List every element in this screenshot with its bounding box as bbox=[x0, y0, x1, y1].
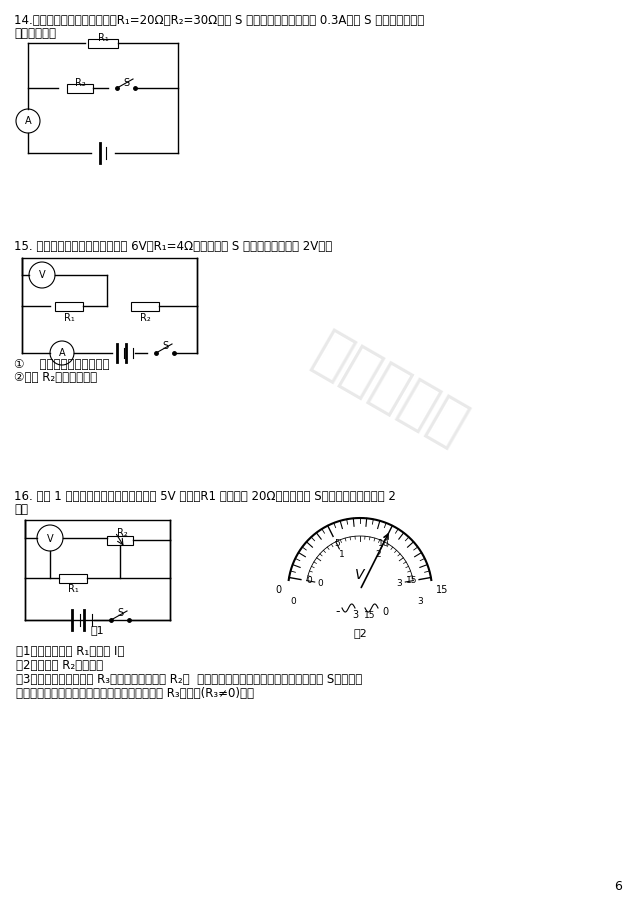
Text: S: S bbox=[117, 608, 123, 618]
Text: S: S bbox=[162, 341, 168, 351]
Text: R₁: R₁ bbox=[98, 33, 108, 43]
Text: R₂: R₂ bbox=[75, 78, 85, 88]
Text: S: S bbox=[123, 78, 129, 88]
Text: 6: 6 bbox=[614, 880, 622, 893]
Bar bbox=[88, 38, 118, 47]
Text: 2: 2 bbox=[375, 550, 381, 559]
Text: A: A bbox=[25, 117, 31, 127]
Text: 非会员水印: 非会员水印 bbox=[305, 325, 476, 455]
Text: 0: 0 bbox=[275, 585, 281, 595]
Bar bbox=[131, 302, 159, 311]
Text: 3: 3 bbox=[352, 610, 358, 620]
Text: （1）求通过电阻 R₁的电流 I。: （1）求通过电阻 R₁的电流 I。 bbox=[16, 645, 124, 658]
Text: 14.如图所示，电源电压不变．R₁=20Ω，R₂=30Ω，当 S 断开时，电流表示数为 0.3A，当 S 闭合时，电流表: 14.如图所示，电源电压不变．R₁=20Ω，R₂=30Ω，当 S 断开时，电流表… bbox=[14, 14, 424, 27]
Text: 3: 3 bbox=[417, 597, 423, 606]
Circle shape bbox=[29, 262, 55, 288]
Text: V: V bbox=[47, 534, 53, 544]
Circle shape bbox=[50, 341, 74, 365]
Text: （2）求电阻 R₂的阻值。: （2）求电阻 R₂的阻值。 bbox=[16, 659, 103, 672]
Bar bbox=[107, 535, 133, 545]
Text: 示数为多少？: 示数为多少？ bbox=[14, 27, 56, 40]
Bar bbox=[55, 302, 83, 311]
Bar bbox=[59, 573, 87, 583]
Text: 图1: 图1 bbox=[90, 625, 104, 635]
Text: 5: 5 bbox=[334, 539, 340, 548]
Text: 15: 15 bbox=[406, 576, 417, 585]
Text: R₂: R₂ bbox=[140, 313, 150, 323]
Text: ①    电流表的示数为多少？: ① 电流表的示数为多少？ bbox=[14, 358, 109, 371]
Circle shape bbox=[37, 525, 63, 551]
Text: 15: 15 bbox=[364, 611, 376, 620]
Text: 图2: 图2 bbox=[353, 628, 367, 638]
Text: A: A bbox=[59, 349, 65, 359]
Text: V: V bbox=[38, 271, 45, 281]
Text: R₁: R₁ bbox=[63, 313, 74, 323]
Text: 0: 0 bbox=[290, 597, 296, 606]
Circle shape bbox=[16, 109, 40, 133]
Text: （3）用另一个定值电阻 R₃替换电路中的电阻 R₂，  要求电压表选择合适的量程后，闭合电键 S，能使电: （3）用另一个定值电阻 R₃替换电路中的电阻 R₂， 要求电压表选择合适的量程后… bbox=[16, 673, 362, 686]
Text: 16. 在图 1 所示的电路中，电源电压保持 5V 不变，R1 的阻值为 20Ω，闭合电键 S，电压表的示数如图 2: 16. 在图 1 所示的电路中，电源电压保持 5V 不变，R1 的阻值为 20Ω… bbox=[14, 490, 396, 503]
Text: 10: 10 bbox=[378, 539, 389, 548]
Text: V: V bbox=[355, 568, 365, 582]
Bar bbox=[67, 83, 93, 92]
Text: 0: 0 bbox=[382, 607, 388, 617]
Text: ②电阻 R₂的阻值多少？: ②电阻 R₂的阻值多少？ bbox=[14, 371, 97, 384]
Text: 15. 如图所示电路中，电源电压为 6V，R₁=4Ω，闭合开关 S 后，电压表示数为 2V，则: 15. 如图所示电路中，电源电压为 6V，R₁=4Ω，闭合开关 S 后，电压表示… bbox=[14, 240, 332, 253]
Text: 3: 3 bbox=[397, 579, 403, 588]
Text: 15: 15 bbox=[436, 585, 448, 595]
Text: 所示: 所示 bbox=[14, 503, 28, 516]
Text: R₁: R₁ bbox=[68, 584, 78, 594]
Text: 压表指针偏离零刻度线的角度是原来的一半。求 R₃的阻值(R₃≠0)。，: 压表指针偏离零刻度线的角度是原来的一半。求 R₃的阻值(R₃≠0)。， bbox=[16, 687, 254, 700]
Text: R₂: R₂ bbox=[116, 528, 127, 538]
Text: 1: 1 bbox=[339, 550, 345, 559]
Text: 0: 0 bbox=[317, 579, 323, 588]
Text: 0: 0 bbox=[306, 576, 312, 585]
Text: -: - bbox=[336, 605, 340, 619]
